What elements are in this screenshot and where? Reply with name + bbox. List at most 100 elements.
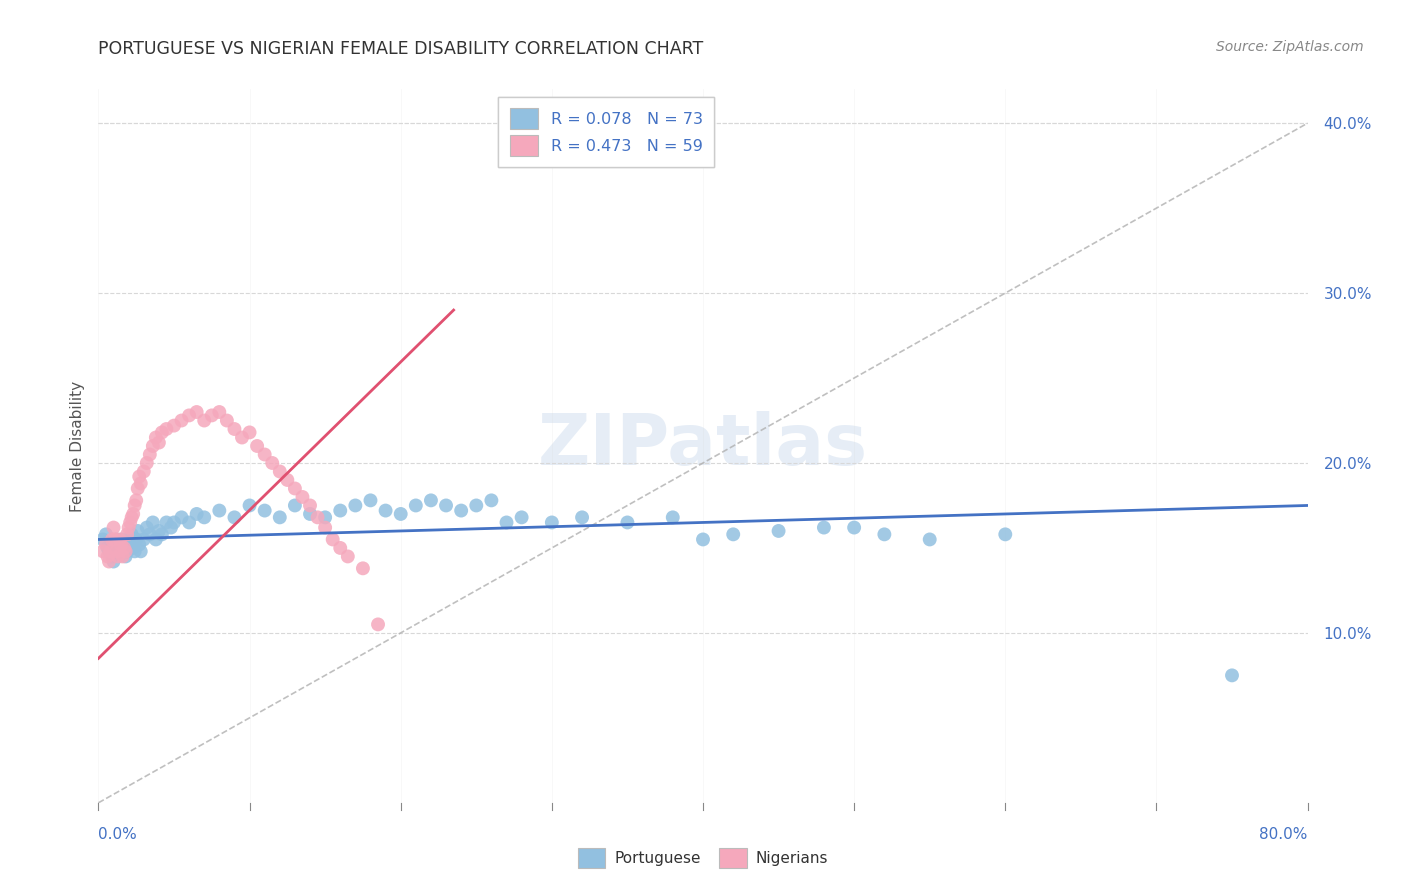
Point [844,520,866,534]
Point [108,533,131,547]
Point [124,499,146,513]
Point [367,617,389,632]
Point [135,456,157,470]
Point [112,541,135,555]
Point [231,430,253,444]
Point [918,533,941,547]
Point [495,516,517,530]
Point [314,520,336,534]
Point [284,482,307,496]
Point [114,544,136,558]
Point [374,503,396,517]
Point [145,430,167,444]
Point [352,561,374,575]
Text: 0.0%: 0.0% [98,827,138,841]
Point [105,533,128,547]
Point [540,516,562,530]
Point [110,544,132,558]
Text: ZIPatlas: ZIPatlas [538,411,868,481]
Text: Source: ZipAtlas.com: Source: ZipAtlas.com [1216,40,1364,54]
Point [224,422,246,436]
Point [873,527,896,541]
Point [208,503,231,517]
Legend: Portuguese, Nigerians: Portuguese, Nigerians [569,840,837,875]
Point [128,469,150,483]
Point [132,533,155,547]
Point [94,537,117,551]
Point [224,510,246,524]
Point [91,533,114,547]
Point [96,549,118,564]
Point [322,533,344,547]
Point [434,499,457,513]
Point [100,537,122,551]
Point [155,422,177,436]
Point [127,482,149,496]
Point [122,541,145,555]
Point [419,493,441,508]
Point [125,533,148,547]
Point [269,510,291,524]
Point [307,510,329,524]
Point [269,465,291,479]
Point [163,418,186,433]
Point [160,520,183,534]
Point [91,544,114,558]
Point [115,544,138,558]
Point [101,549,124,564]
Point [208,405,231,419]
Point [142,439,165,453]
Point [120,516,142,530]
Point [262,456,284,470]
Point [291,490,314,504]
Point [124,544,146,558]
Point [105,544,128,558]
Point [145,533,167,547]
Point [450,503,472,517]
Point [127,524,149,538]
Point [111,533,134,547]
Point [336,549,359,564]
Point [103,555,125,569]
Point [98,555,121,569]
Point [246,439,269,453]
Point [299,499,322,513]
Point [721,527,744,541]
Point [186,405,208,419]
Point [139,527,162,541]
Point [150,425,173,440]
Point [100,544,122,558]
Point [193,510,215,524]
Point [120,537,142,551]
Point [510,510,533,524]
Point [98,544,121,558]
Point [768,524,790,538]
Point [101,533,124,547]
Point [128,537,150,551]
Point [253,448,276,462]
Point [96,541,118,555]
Point [118,533,141,547]
Point [661,510,683,524]
Point [253,503,276,517]
Point [148,435,170,450]
Point [111,549,134,564]
Point [616,516,638,530]
Text: 80.0%: 80.0% [1260,827,1308,841]
Point [813,520,835,534]
Point [121,510,143,524]
Point [103,520,125,534]
Point [465,499,488,513]
Y-axis label: Female Disability: Female Disability [69,380,84,512]
Point [125,493,148,508]
Point [329,541,352,555]
Point [389,507,412,521]
Point [1220,668,1243,682]
Point [299,507,322,521]
Point [107,549,129,564]
Point [170,510,193,524]
Point [148,524,170,538]
Point [692,533,714,547]
Point [104,541,127,555]
Point [107,544,129,558]
